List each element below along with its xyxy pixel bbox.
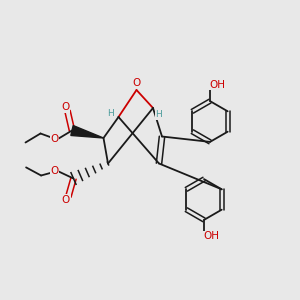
- Text: O: O: [50, 134, 59, 145]
- Text: H: H: [107, 109, 113, 118]
- Polygon shape: [71, 125, 104, 138]
- Text: OH: OH: [203, 231, 219, 242]
- Text: O: O: [62, 195, 70, 205]
- Text: O: O: [50, 166, 59, 176]
- Text: O: O: [132, 77, 141, 88]
- Text: OH: OH: [209, 80, 225, 90]
- Text: O: O: [61, 102, 69, 112]
- Text: H: H: [156, 110, 162, 119]
